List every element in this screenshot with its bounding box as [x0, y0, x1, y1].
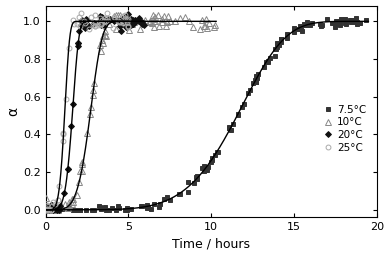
10°C: [114, 27, 119, 31]
20°C: [100, 16, 105, 19]
7.5°C: [51, 207, 56, 210]
7.5°C: [202, 170, 207, 173]
7.5°C: [364, 19, 369, 22]
7.5°C: [144, 207, 149, 210]
10°C: [133, 19, 138, 22]
20°C: [142, 24, 146, 27]
20°C: [66, 168, 70, 171]
10°C: [80, 163, 85, 166]
10°C: [113, 13, 118, 16]
20°C: [133, 19, 138, 22]
25°C: [61, 132, 66, 135]
7.5°C: [74, 208, 79, 211]
Line: 10°C: 10°C: [43, 12, 218, 213]
X-axis label: Time / hours: Time / hours: [172, 238, 250, 251]
25°C: [63, 98, 68, 101]
10°C: [213, 23, 217, 26]
7.5°C: [43, 206, 48, 209]
7.5°C: [177, 192, 182, 195]
25°C: [87, 28, 92, 31]
20°C: [82, 21, 87, 24]
25°C: [125, 24, 130, 27]
20°C: [100, 22, 105, 25]
25°C: [43, 208, 48, 211]
Line: 25°C: 25°C: [43, 11, 130, 212]
Line: 7.5°C: 7.5°C: [44, 16, 368, 212]
25°C: [105, 11, 109, 14]
20°C: [43, 208, 48, 211]
Y-axis label: α: α: [6, 107, 20, 116]
7.5°C: [354, 17, 358, 20]
10°C: [80, 169, 84, 172]
20°C: [126, 13, 130, 16]
25°C: [126, 25, 130, 29]
Legend: 7.5°C, 10°C, 20°C, 25°C: 7.5°C, 10°C, 20°C, 25°C: [318, 99, 372, 158]
10°C: [203, 24, 207, 27]
Line: 20°C: 20°C: [44, 12, 146, 212]
25°C: [102, 24, 107, 27]
10°C: [45, 204, 50, 207]
25°C: [90, 24, 95, 27]
20°C: [62, 191, 67, 195]
10°C: [43, 208, 48, 211]
7.5°C: [44, 208, 49, 211]
7.5°C: [206, 165, 211, 168]
